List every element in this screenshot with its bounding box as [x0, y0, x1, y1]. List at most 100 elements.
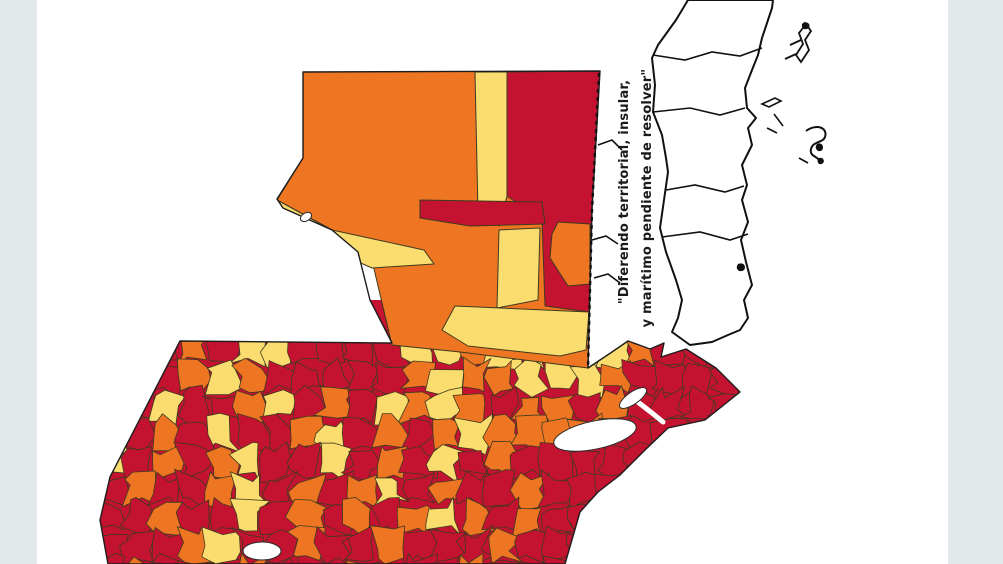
- border-river-squiggle: [597, 139, 623, 151]
- municipality-cell: [712, 554, 740, 564]
- municipality-cell: [735, 529, 740, 564]
- caye-island: [766, 127, 778, 134]
- municipality-cell: [284, 555, 327, 564]
- border-river-squiggle: [593, 273, 621, 284]
- municipality-cell: [707, 469, 740, 503]
- municipality-cell: [205, 558, 242, 564]
- municipality-cell: [652, 497, 685, 539]
- municipality-cell: [734, 412, 740, 452]
- municipality-cell: [650, 470, 688, 510]
- belize-district-line: [665, 184, 745, 193]
- municipality-cell: [679, 532, 718, 564]
- lake: [553, 418, 637, 452]
- municipality-cell: [342, 496, 371, 539]
- caye-island: [801, 22, 810, 30]
- municipality-cell: [736, 330, 740, 371]
- municipality-region: [496, 227, 541, 309]
- municipality-cell: [117, 556, 157, 564]
- belize-outline: [651, 0, 827, 346]
- municipality-cell: [173, 441, 215, 481]
- municipality-cell: [145, 333, 179, 361]
- municipality-cell: [231, 357, 272, 394]
- municipality-cell: [734, 499, 740, 537]
- disputed-territory-note: "Diferendo territorial, insular,: [617, 80, 632, 305]
- municipality-cell: [152, 442, 186, 479]
- municipality-cell: [596, 529, 633, 564]
- municipality-cell: [541, 394, 576, 425]
- caye-island: [815, 143, 823, 152]
- municipality-cell: [624, 531, 663, 564]
- lake: [299, 211, 313, 223]
- municipality-region: [419, 199, 546, 227]
- municipality-cell: [649, 440, 689, 484]
- municipality-cell: [119, 530, 159, 564]
- municipality-cell: [592, 499, 634, 536]
- municipality-region: [549, 221, 591, 287]
- municipality-cell: [100, 359, 124, 400]
- municipality-cell: [344, 359, 380, 399]
- rio-dulce-channel: [631, 396, 666, 425]
- municipality-cell: [653, 530, 691, 564]
- municipality-cell: [259, 441, 292, 483]
- municipality-cell: [509, 472, 551, 510]
- right-margin-panel: [948, 0, 1003, 564]
- municipality-cell: [677, 497, 713, 539]
- municipality-cell: [229, 498, 271, 532]
- lake: [242, 541, 282, 561]
- municipality-cell: [401, 472, 436, 504]
- municipality-cell: [735, 388, 740, 427]
- municipality-cell: [732, 470, 740, 512]
- municipality-cell: [345, 388, 378, 426]
- municipality-cell: [484, 559, 520, 564]
- caye-island: [817, 157, 824, 165]
- caye-island: [760, 97, 783, 108]
- municipality-cell: [404, 552, 439, 564]
- caye-island: [798, 157, 809, 164]
- municipality-cell: [263, 557, 299, 564]
- municipality-cell: [397, 391, 433, 425]
- disputed-border-dashed-line: [586, 72, 601, 369]
- caye-island: [789, 39, 802, 46]
- municipality-cell: [261, 389, 298, 424]
- municipality-cell: [733, 443, 740, 478]
- caye-island: [794, 22, 813, 64]
- municipality-cell: [119, 497, 153, 536]
- municipality-cell: [709, 500, 740, 537]
- municipality-cell: [622, 500, 656, 540]
- municipality-cell: [118, 339, 157, 366]
- municipality-cell: [708, 443, 740, 483]
- caye-island: [773, 113, 784, 127]
- municipality-cell: [649, 417, 692, 453]
- municipality-cell: [344, 524, 375, 562]
- municipality-cell: [566, 530, 605, 560]
- municipality-cell: [457, 450, 490, 475]
- municipality-cell: [100, 476, 130, 507]
- municipality-cell: [594, 471, 631, 507]
- municipality-cell: [622, 441, 664, 484]
- disputed-territory-note: y marítimo pendiente de resolver": [640, 69, 655, 328]
- belize-district-line: [652, 47, 763, 61]
- border-river-squiggle: [591, 235, 619, 245]
- municipality-cell: [462, 356, 492, 393]
- municipality-cell: [341, 417, 383, 453]
- guatemala-border-outline: [99, 70, 741, 564]
- municipality-cell: [625, 552, 660, 564]
- left-margin-panel: [0, 0, 37, 564]
- municipality-cell: [425, 557, 464, 564]
- municipality-cell: [177, 358, 212, 392]
- municipality-cell: [626, 474, 662, 503]
- municipality-cell: [651, 554, 689, 564]
- municipality-cell: [537, 469, 579, 509]
- municipality-cell: [314, 330, 346, 365]
- municipality-cell: [100, 414, 130, 454]
- municipality-cell: [313, 557, 352, 564]
- municipality-cell: [682, 478, 717, 512]
- municipality-cell: [373, 477, 410, 508]
- municipality-cell: [398, 446, 439, 480]
- belize-district-line: [652, 107, 746, 116]
- municipality-cell: [100, 338, 130, 370]
- municipality-cell: [236, 552, 270, 564]
